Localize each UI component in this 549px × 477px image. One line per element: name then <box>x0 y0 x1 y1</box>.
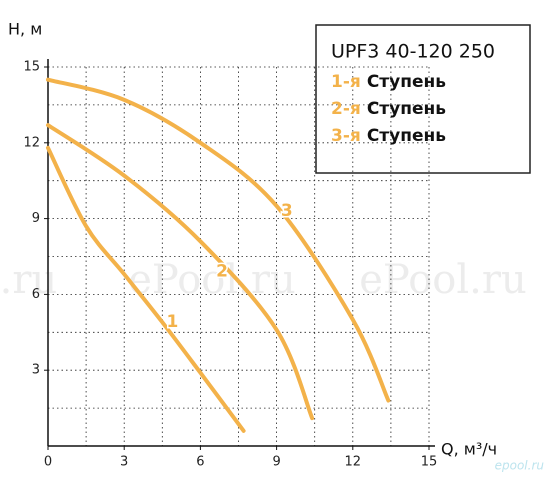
y-tick-label: 15 <box>23 60 40 75</box>
legend-prefix: 2-я <box>331 99 361 119</box>
corner-watermark: epool.ru <box>495 459 545 473</box>
x-tick-label: 6 <box>196 455 204 470</box>
legend-entry: 1-я Ступень <box>331 72 446 92</box>
legend-text: Ступень <box>367 72 446 92</box>
watermark: ePool.ru <box>128 257 296 303</box>
x-tick-label: 12 <box>345 455 362 470</box>
curve-label: 2 <box>216 262 228 282</box>
legend-text: Ступень <box>367 126 446 146</box>
curve <box>46 77 391 403</box>
x-axis-label: Q, м³/ч <box>441 440 497 459</box>
watermark: ePool.ru <box>359 257 527 303</box>
legend-text: Ступень <box>367 99 446 119</box>
curve <box>46 145 246 433</box>
x-tick-label: 3 <box>120 455 128 470</box>
x-tick-label: 0 <box>44 455 52 470</box>
legend-prefix: 3-я <box>331 126 361 146</box>
y-tick-label: 3 <box>32 363 40 378</box>
legend-prefix: 1-я <box>331 72 361 92</box>
legend-entry: 3-я Ступень <box>331 126 446 146</box>
curve-label: 3 <box>281 201 293 221</box>
curve-label: 1 <box>167 312 179 332</box>
legend-entry: 2-я Ступень <box>331 99 446 119</box>
legend-box <box>315 24 531 174</box>
curve <box>46 123 315 421</box>
x-tick-label: 15 <box>421 455 438 470</box>
x-tick-label: 9 <box>272 455 280 470</box>
y-tick-label: 9 <box>32 211 40 226</box>
chart-title: UPF3 40-120 250 <box>331 41 495 63</box>
y-axis-label: H, м <box>8 20 42 39</box>
y-tick-label: 6 <box>32 287 40 302</box>
y-tick-label: 12 <box>23 135 40 150</box>
